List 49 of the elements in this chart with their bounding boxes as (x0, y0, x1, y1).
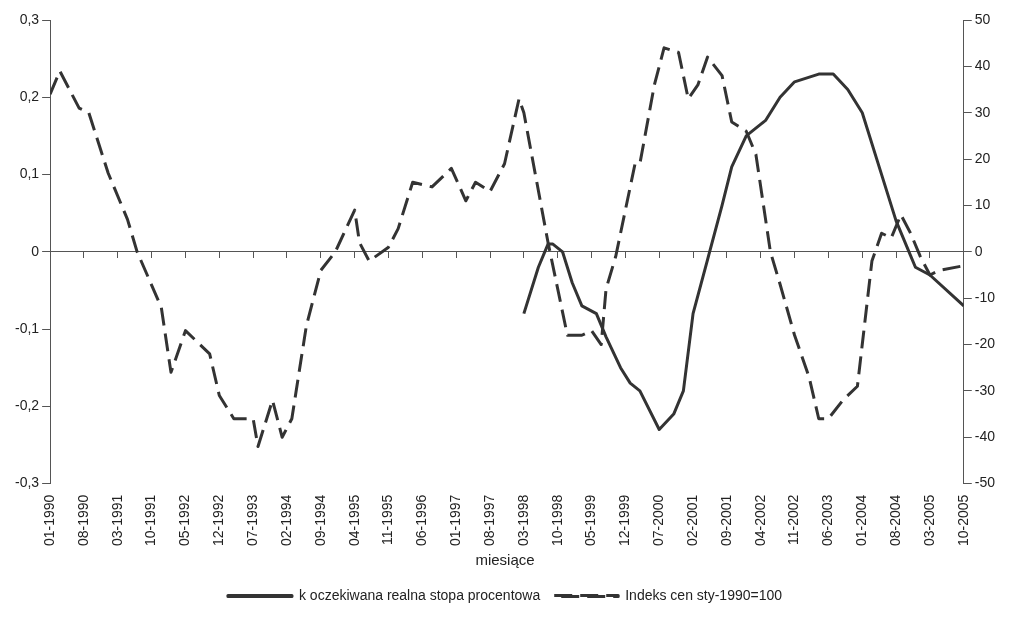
y2-tick-label: 0 (974, 242, 983, 259)
y-tick-label: 0 (31, 242, 40, 259)
x-tick-label: 04-1995 (345, 494, 362, 547)
x-tick-label: 09-2001 (717, 494, 734, 547)
x-tick-label: 07-1993 (244, 494, 261, 547)
x-tick-label: 10-1991 (142, 494, 159, 547)
x-tick-label: 05-1992 (176, 494, 193, 547)
y-tick-label: -0,1 (15, 319, 40, 336)
y2-tick-label: 40 (974, 57, 991, 74)
x-tick-label: 01-2004 (853, 494, 870, 547)
x-tick-label: 01-1997 (447, 494, 464, 547)
x-tick-label: 10-2005 (954, 494, 971, 547)
x-tick-label: 09-1994 (311, 494, 328, 547)
x-tick-label: 02-1994 (277, 494, 294, 547)
x-tick-label: 08-1997 (480, 494, 497, 547)
x-tick-label: 06-2003 (819, 494, 836, 547)
y2-tick-label: -30 (974, 381, 996, 398)
legend-label: Indeks cen sty-1990=100 (625, 586, 783, 603)
y-tick-label: -0,2 (15, 397, 40, 414)
y2-tick-label: -50 (974, 474, 996, 491)
y-tick-label: 0,3 (19, 10, 40, 27)
y2-tick-label: 20 (974, 149, 991, 166)
x-tick-label: 04-2002 (751, 494, 768, 547)
x-tick-label: 12-1999 (616, 494, 633, 547)
y2-tick-label: -10 (974, 289, 996, 306)
x-tick-label: 01-1990 (40, 494, 57, 547)
x-tick-label: 11-1995 (379, 494, 396, 545)
x-tick-label: 08-1990 (74, 494, 91, 547)
y-tick-label: -0,3 (15, 474, 40, 491)
y2-tick-label: 30 (974, 103, 991, 120)
x-axis-title: miesiące (475, 550, 535, 568)
x-tick-label: 03-2005 (920, 494, 937, 547)
y2-tick-label: -20 (974, 335, 996, 352)
x-tick-label: 12-1992 (210, 494, 227, 547)
y-tick-label: 0,1 (19, 165, 40, 182)
y2-tick-label: 50 (974, 10, 991, 27)
x-tick-label: 08-2004 (886, 494, 903, 547)
y-tick-label: 0,2 (19, 88, 40, 105)
x-tick-label: 11-2002 (785, 494, 802, 545)
x-tick-label: 03-1991 (108, 494, 125, 547)
y2-tick-label: -40 (974, 428, 996, 445)
y2-tick-label: 10 (974, 196, 991, 213)
x-tick-label: 05-1999 (582, 494, 599, 547)
x-tick-label: 03-1998 (514, 494, 531, 547)
legend-label: k oczekiwana realna stopa procentowa (298, 586, 541, 603)
x-tick-label: 02-2001 (683, 494, 700, 547)
x-tick-label: 06-1996 (413, 494, 430, 547)
x-tick-label: 10-1998 (548, 494, 565, 547)
x-tick-label: 07-2000 (650, 494, 667, 547)
